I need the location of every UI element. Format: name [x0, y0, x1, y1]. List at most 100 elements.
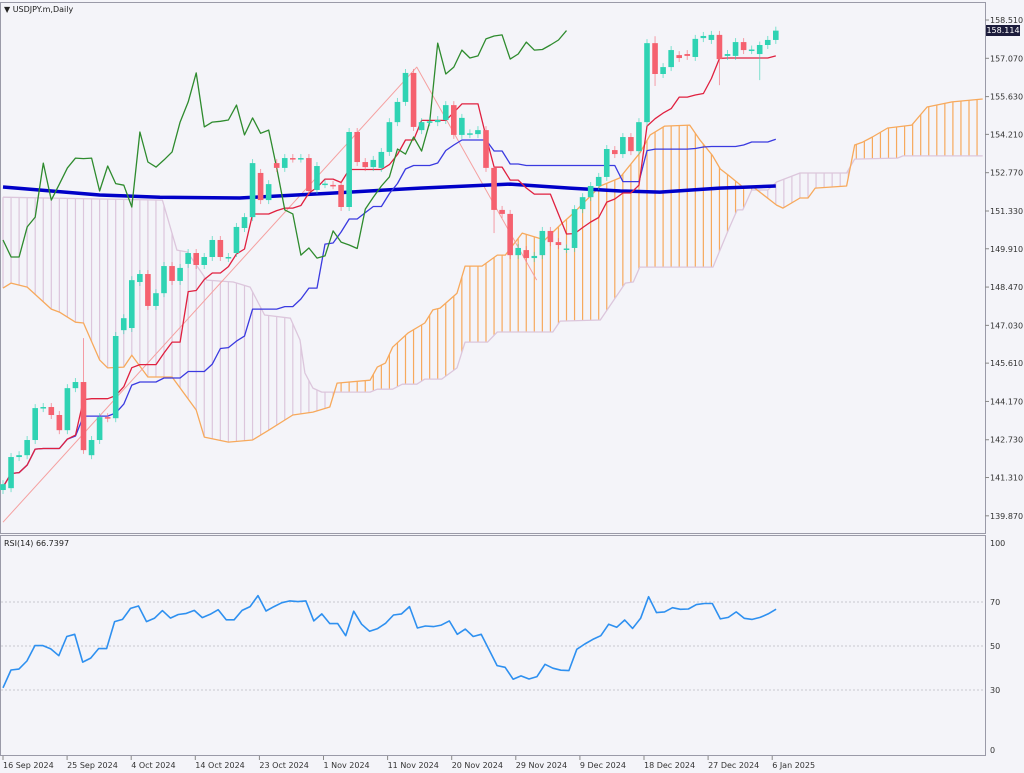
candle-body — [684, 54, 691, 56]
candle-body — [354, 131, 360, 163]
moving-average-line — [2, 182, 776, 200]
candle-body — [724, 54, 731, 56]
candle-body — [169, 266, 175, 281]
candle-body — [716, 34, 723, 60]
price-tick-label: 152.770 — [990, 169, 1023, 178]
candle-body — [265, 184, 272, 201]
candle-body — [652, 43, 658, 74]
rsi-tick-label: 30 — [990, 686, 1000, 695]
candle-body — [732, 42, 739, 56]
candle-body — [241, 217, 248, 229]
date-label: 1 Nov 2024 — [324, 761, 370, 770]
date-label: 9 Dec 2024 — [580, 761, 626, 770]
price-tick-label: 151.330 — [990, 207, 1023, 216]
price-tick-label: 141.310 — [990, 474, 1023, 483]
price-tick-label: 149.910 — [990, 245, 1023, 254]
date-label: 18 Dec 2024 — [644, 761, 695, 770]
candle-body — [209, 239, 216, 258]
candle-body — [112, 336, 119, 419]
candle-body — [217, 239, 224, 258]
candle-body — [459, 117, 465, 135]
candles — [0, 26, 779, 495]
candle-body — [740, 42, 747, 51]
candle-body — [346, 131, 352, 207]
candle-body — [426, 121, 433, 123]
candle-body — [314, 166, 320, 190]
candle-body — [257, 172, 264, 201]
rsi-tick-label: 70 — [990, 598, 1000, 607]
price-tick-label: 139.870 — [990, 512, 1023, 521]
date-label: 23 Oct 2024 — [259, 761, 308, 770]
candle-body — [612, 150, 618, 155]
candle-body — [16, 455, 22, 458]
price-tick-label: 158.510 — [990, 16, 1023, 25]
rsi-title: RSI(14) 66.7397 — [4, 539, 70, 548]
candle-body — [225, 257, 232, 259]
candle-body — [483, 130, 489, 168]
triangle-down-icon[interactable]: ▼ — [4, 5, 11, 14]
candle-body — [547, 230, 554, 243]
candle-body — [603, 149, 610, 177]
candle-body — [467, 133, 473, 135]
candle-body — [418, 122, 425, 131]
candle-body — [330, 184, 336, 187]
candle-body — [579, 197, 586, 210]
candle-body — [96, 417, 103, 441]
candle-body — [394, 101, 401, 123]
candle-body — [0, 484, 6, 491]
chart-title[interactable]: ▼ USDJPY.m,Daily — [4, 5, 73, 14]
date-label: 27 Dec 2024 — [708, 761, 759, 770]
candle-body — [555, 242, 562, 246]
candle-body — [434, 120, 441, 123]
candle-body — [72, 382, 79, 389]
candle-body — [40, 407, 47, 409]
candle-body — [201, 257, 208, 265]
candle-body — [507, 213, 513, 256]
candle-body — [668, 50, 674, 68]
candle-body — [539, 230, 546, 256]
rsi-line — [2, 594, 777, 689]
candle-body — [700, 35, 707, 39]
candle-body — [764, 39, 771, 46]
candle-body — [563, 248, 570, 250]
date-label: 4 Oct 2024 — [131, 761, 175, 770]
candle-body — [32, 408, 38, 441]
date-label: 29 Nov 2024 — [516, 761, 567, 770]
candle-body — [620, 137, 626, 155]
candle-body — [322, 183, 328, 186]
ichimoku-cloud — [2, 98, 983, 443]
candle-body — [48, 407, 55, 416]
candle-body — [362, 162, 369, 168]
candle-body — [451, 105, 457, 135]
candle-body — [676, 55, 682, 59]
price-tick-label: 154.210 — [990, 130, 1023, 139]
candle-body — [145, 274, 151, 306]
symbol-title: USDJPY.m,Daily — [12, 5, 74, 14]
candle-body — [137, 274, 143, 283]
kijun-sen-line — [2, 138, 777, 488]
candle-body — [531, 255, 538, 259]
candle-body — [153, 293, 159, 306]
candle-body — [442, 105, 449, 121]
price-tick-label: 155.630 — [990, 93, 1023, 102]
candle-body — [402, 72, 409, 102]
candle-body — [177, 267, 183, 281]
candle-body — [161, 266, 167, 294]
indicator-lines — [2, 30, 777, 523]
candle-body — [523, 250, 530, 259]
candle-body — [628, 137, 634, 152]
candle-body — [748, 49, 755, 52]
chikou-span-line — [2, 30, 567, 259]
candle-body — [120, 318, 127, 331]
candle-body — [571, 209, 578, 248]
price-tick-label: 142.730 — [990, 436, 1023, 445]
candle-body — [636, 122, 642, 152]
date-label: 14 Oct 2024 — [195, 761, 244, 770]
date-label: 16 Sep 2024 — [3, 761, 54, 770]
candle-body — [306, 158, 312, 192]
candle-body — [8, 457, 14, 489]
senkou-span-b-line — [2, 155, 983, 393]
chart-frame — [0, 2, 986, 756]
candle-body — [104, 417, 111, 419]
